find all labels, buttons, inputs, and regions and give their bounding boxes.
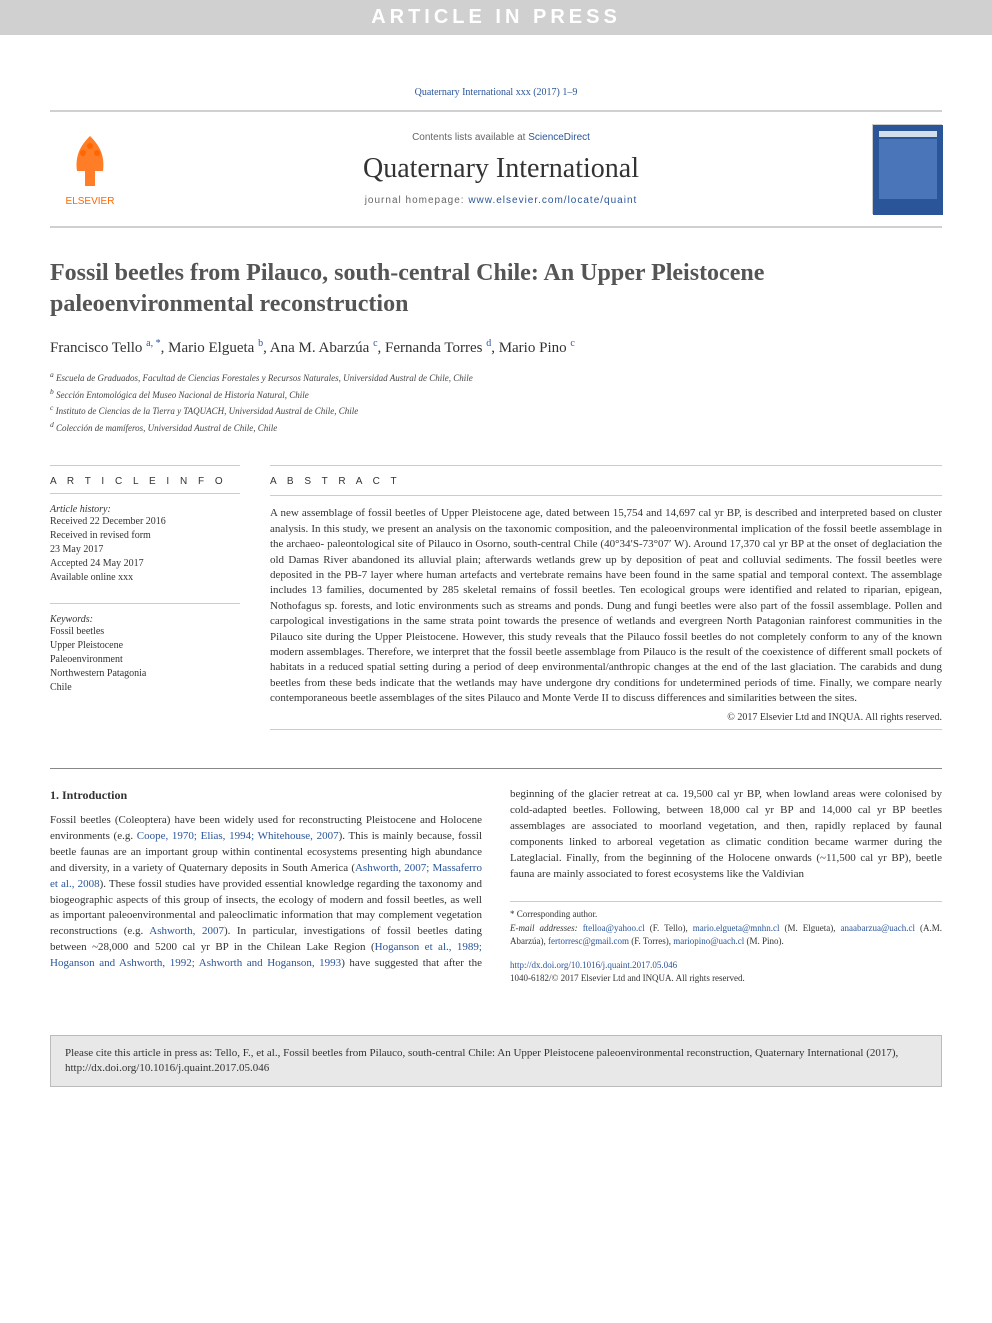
- abstract-column: A B S T R A C T A new assemblage of foss…: [270, 459, 942, 740]
- revised-line-2: 23 May 2017: [50, 543, 240, 557]
- email-who: (F. Torres): [631, 936, 668, 946]
- affiliation: d Colección de mamíferos, Universidad Au…: [50, 419, 942, 436]
- section-divider: [50, 768, 942, 769]
- abstract-heading: A B S T R A C T: [270, 476, 942, 487]
- abstract-text: A new assemblage of fossil beetles of Up…: [270, 506, 942, 706]
- author-sup: b: [258, 338, 263, 349]
- author: Fernanda Torres d: [385, 340, 491, 356]
- author: Mario Pino c: [499, 340, 575, 356]
- author: Mario Elgueta b: [168, 340, 263, 356]
- affiliations: a Escuela de Graduados, Facultad de Cien…: [50, 369, 942, 435]
- email-addresses: E-mail addresses: ftelloa@yahoo.cl (F. T…: [510, 922, 942, 949]
- body-paragraph: Fossil beetles (Coleoptera) have been wi…: [50, 787, 942, 984]
- doi-link[interactable]: http://dx.doi.org/10.1016/j.quaint.2017.…: [510, 959, 942, 972]
- in-press-banner: ARTICLE IN PRESS: [0, 0, 992, 35]
- divider: [270, 465, 942, 466]
- corresponding-author-label: * Corresponding author.: [510, 908, 942, 922]
- author-sup: a, *: [146, 338, 160, 349]
- email-who: (M. Elgueta): [785, 923, 834, 933]
- email-label: E-mail addresses:: [510, 923, 578, 933]
- revised-line-1: Received in revised form: [50, 529, 240, 543]
- accepted-line: Accepted 24 May 2017: [50, 557, 240, 571]
- citation-link[interactable]: Coope, 1970; Elias, 1994; Whitehouse, 20…: [137, 830, 339, 842]
- sciencedirect-link[interactable]: ScienceDirect: [528, 132, 590, 143]
- email-link[interactable]: anaabarzua@uach.cl: [841, 923, 916, 933]
- email-link[interactable]: fertorresc@gmail.com: [548, 936, 629, 946]
- email-link[interactable]: ftelloa@yahoo.cl: [583, 923, 645, 933]
- divider: [50, 603, 240, 604]
- header-center: Contents lists available at ScienceDirec…: [130, 132, 872, 206]
- author-sup: d: [486, 338, 491, 349]
- email-link[interactable]: mariopino@uach.cl: [673, 936, 744, 946]
- article-title: Fossil beetles from Pilauco, south-centr…: [50, 258, 942, 320]
- contents-available-line: Contents lists available at ScienceDirec…: [130, 132, 872, 143]
- affiliation: a Escuela de Graduados, Facultad de Cien…: [50, 369, 942, 386]
- journal-cover-thumbnail: [872, 124, 942, 214]
- aff-text: Colección de mamíferos, Universidad Aust…: [56, 423, 277, 433]
- article-info-column: A R T I C L E I N F O Article history: R…: [50, 459, 240, 740]
- journal-homepage-line: journal homepage: www.elsevier.com/locat…: [130, 195, 872, 206]
- body-two-column: 1. Introduction Fossil beetles (Coleopte…: [50, 787, 942, 984]
- aff-text: Sección Entomológica del Museo Nacional …: [56, 390, 309, 400]
- aff-text: Instituto de Ciencias de la Tierra y TAQ…: [56, 406, 359, 416]
- received-line: Received 22 December 2016: [50, 515, 240, 529]
- affiliation: b Sección Entomológica del Museo Naciona…: [50, 386, 942, 403]
- page-container: Quaternary International xxx (2017) 1–9 …: [0, 35, 992, 1015]
- author-name: Francisco Tello: [50, 340, 142, 356]
- aff-sup: c: [50, 403, 53, 412]
- author: Ana M. Abarzúa c: [270, 340, 378, 356]
- footer-citation-box: Please cite this article in press as: Te…: [50, 1035, 942, 1088]
- abstract-copyright: © 2017 Elsevier Ltd and INQUA. All right…: [270, 712, 942, 723]
- footnote-block: * Corresponding author. E-mail addresses…: [510, 901, 942, 949]
- author-name: Ana M. Abarzúa: [270, 340, 370, 356]
- divider: [50, 493, 240, 494]
- journal-title: Quaternary International: [130, 153, 872, 185]
- aff-sup: b: [50, 387, 54, 396]
- divider: [270, 495, 942, 496]
- author-name: Mario Elgueta: [168, 340, 254, 356]
- top-citation: Quaternary International xxx (2017) 1–9: [50, 75, 942, 110]
- info-abstract-row: A R T I C L E I N F O Article history: R…: [50, 459, 942, 740]
- email-who: (M. Pino).: [747, 936, 784, 946]
- section-heading-intro: 1. Introduction: [50, 787, 482, 804]
- online-line: Available online xxx: [50, 571, 240, 585]
- keywords-block: Keywords: Fossil beetles Upper Pleistoce…: [50, 603, 240, 695]
- author-sup: c: [570, 338, 574, 349]
- keyword: Chile: [50, 681, 240, 695]
- aff-sup: a: [50, 370, 54, 379]
- keyword: Northwestern Patagonia: [50, 667, 240, 681]
- doi-block: http://dx.doi.org/10.1016/j.quaint.2017.…: [510, 959, 942, 985]
- homepage-pre: journal homepage:: [365, 195, 469, 206]
- article-info-heading: A R T I C L E I N F O: [50, 476, 240, 487]
- citation-link[interactable]: Ashworth, 2007: [149, 925, 224, 937]
- history-label: Article history:: [50, 504, 240, 515]
- elsevier-wordmark: ELSEVIER: [50, 196, 130, 207]
- homepage-link[interactable]: www.elsevier.com/locate/quaint: [468, 195, 637, 206]
- elsevier-logo: ELSEVIER: [50, 131, 130, 207]
- keywords-label: Keywords:: [50, 614, 240, 625]
- affiliation: c Instituto de Ciencias de la Tierra y T…: [50, 402, 942, 419]
- keyword: Upper Pleistocene: [50, 639, 240, 653]
- author-name: Fernanda Torres: [385, 340, 482, 356]
- author-name: Mario Pino: [499, 340, 567, 356]
- email-who: (F. Tello): [650, 923, 686, 933]
- keyword: Fossil beetles: [50, 625, 240, 639]
- divider: [50, 465, 240, 466]
- journal-header: ELSEVIER Contents lists available at Sci…: [50, 110, 942, 228]
- contents-pre: Contents lists available at: [412, 132, 528, 143]
- keyword: Paleoenvironment: [50, 653, 240, 667]
- author: Francisco Tello a, *: [50, 340, 161, 356]
- author-list: Francisco Tello a, *, Mario Elgueta b, A…: [50, 338, 942, 357]
- author-sup: c: [373, 338, 377, 349]
- divider: [270, 729, 942, 730]
- email-link[interactable]: mario.elgueta@mnhn.cl: [693, 923, 780, 933]
- aff-text: Escuela de Graduados, Facultad de Cienci…: [56, 373, 473, 383]
- elsevier-tree-icon: [65, 131, 115, 191]
- issn-copyright: 1040-6182/© 2017 Elsevier Ltd and INQUA.…: [510, 972, 942, 985]
- aff-sup: d: [50, 420, 54, 429]
